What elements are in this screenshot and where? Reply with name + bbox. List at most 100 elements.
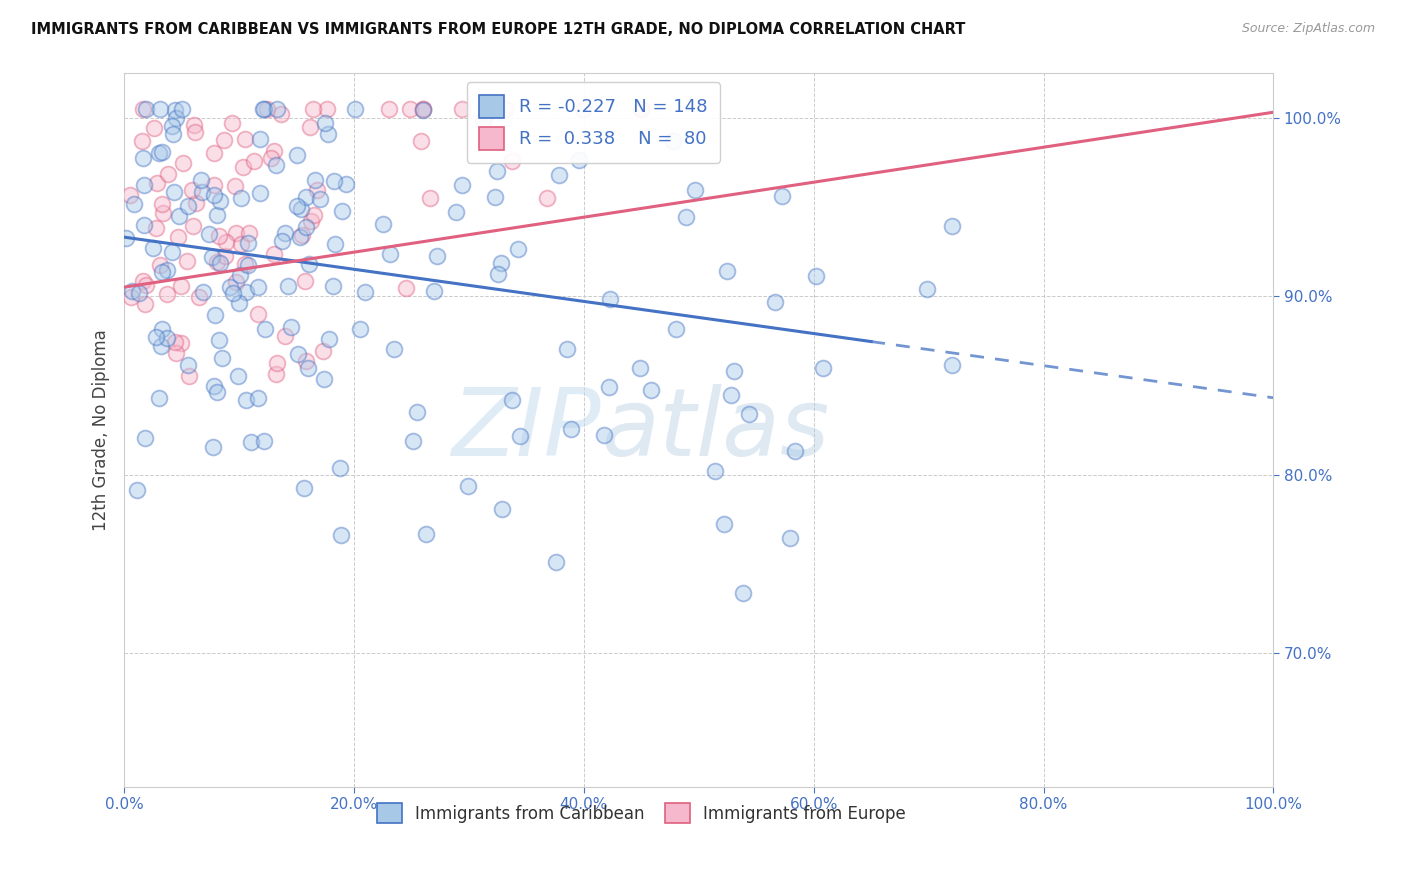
- Point: [280, 320, 302, 334]
- Point: [236, 258, 259, 272]
- Point: [183, 118, 205, 132]
- Point: [165, 103, 187, 117]
- Point: [640, 383, 662, 397]
- Point: [263, 144, 285, 158]
- Point: [224, 178, 246, 193]
- Point: [485, 164, 508, 178]
- Point: [253, 434, 276, 448]
- Point: [209, 255, 232, 269]
- Point: [270, 234, 292, 248]
- Point: [323, 237, 346, 252]
- Point: [235, 285, 257, 299]
- Point: [489, 256, 512, 270]
- Point: [548, 168, 571, 182]
- Point: [713, 517, 735, 532]
- Point: [307, 183, 329, 197]
- Point: [148, 146, 170, 161]
- Point: [304, 173, 326, 187]
- Point: [560, 422, 582, 436]
- Point: [277, 278, 299, 293]
- Point: [125, 483, 148, 497]
- Point: [506, 243, 529, 257]
- Point: [160, 119, 183, 133]
- Point: [205, 385, 228, 400]
- Point: [249, 186, 271, 201]
- Point: [135, 102, 157, 116]
- Point: [167, 230, 190, 244]
- Point: [536, 191, 558, 205]
- Point: [491, 502, 513, 516]
- Point: [239, 435, 262, 450]
- Point: [915, 282, 938, 296]
- Point: [733, 585, 755, 599]
- Point: [177, 369, 200, 384]
- Point: [229, 268, 252, 283]
- Point: [187, 290, 209, 304]
- Point: [211, 351, 233, 365]
- Point: [451, 178, 474, 192]
- Point: [202, 146, 225, 161]
- Point: [415, 527, 437, 541]
- Point: [941, 219, 963, 233]
- Point: [457, 479, 479, 493]
- Point: [172, 156, 194, 170]
- Point: [509, 429, 531, 443]
- Point: [146, 176, 169, 190]
- Point: [122, 196, 145, 211]
- Point: [186, 196, 208, 211]
- Point: [150, 145, 173, 159]
- Point: [152, 206, 174, 220]
- Point: [254, 321, 277, 335]
- Point: [152, 264, 174, 278]
- Point: [295, 190, 318, 204]
- Point: [290, 202, 312, 216]
- Point: [323, 174, 346, 188]
- Point: [703, 464, 725, 478]
- Point: [149, 102, 172, 116]
- Point: [472, 112, 495, 127]
- Point: [145, 220, 167, 235]
- Point: [266, 102, 288, 116]
- Point: [382, 342, 405, 356]
- Point: [571, 102, 593, 116]
- Point: [242, 154, 264, 169]
- Point: [264, 367, 287, 381]
- Point: [247, 280, 270, 294]
- Point: [312, 343, 335, 358]
- Point: [246, 391, 269, 405]
- Point: [501, 392, 523, 407]
- Point: [157, 167, 180, 181]
- Point: [128, 285, 150, 300]
- Point: [229, 192, 252, 206]
- Point: [121, 284, 143, 298]
- Point: [716, 264, 738, 278]
- Point: [236, 236, 259, 251]
- Point: [779, 531, 801, 545]
- Point: [405, 404, 427, 418]
- Point: [169, 209, 191, 223]
- Point: [156, 287, 179, 301]
- Point: [683, 183, 706, 197]
- Point: [266, 158, 288, 172]
- Point: [298, 257, 321, 271]
- Point: [302, 208, 325, 222]
- Point: [451, 102, 474, 116]
- Point: [312, 371, 335, 385]
- Legend: Immigrants from Caribbean, Immigrants from Europe: Immigrants from Caribbean, Immigrants fr…: [370, 797, 912, 830]
- Point: [132, 274, 155, 288]
- Point: [675, 211, 697, 225]
- Point: [409, 134, 432, 148]
- Text: atlas: atlas: [602, 384, 830, 475]
- Point: [170, 102, 193, 116]
- Point: [249, 131, 271, 145]
- Point: [156, 331, 179, 345]
- Point: [412, 103, 434, 118]
- Point: [190, 173, 212, 187]
- Point: [149, 258, 172, 272]
- Point: [555, 342, 578, 356]
- Point: [162, 244, 184, 259]
- Point: [806, 268, 828, 283]
- Point: [426, 249, 449, 263]
- Point: [297, 361, 319, 376]
- Point: [201, 250, 224, 264]
